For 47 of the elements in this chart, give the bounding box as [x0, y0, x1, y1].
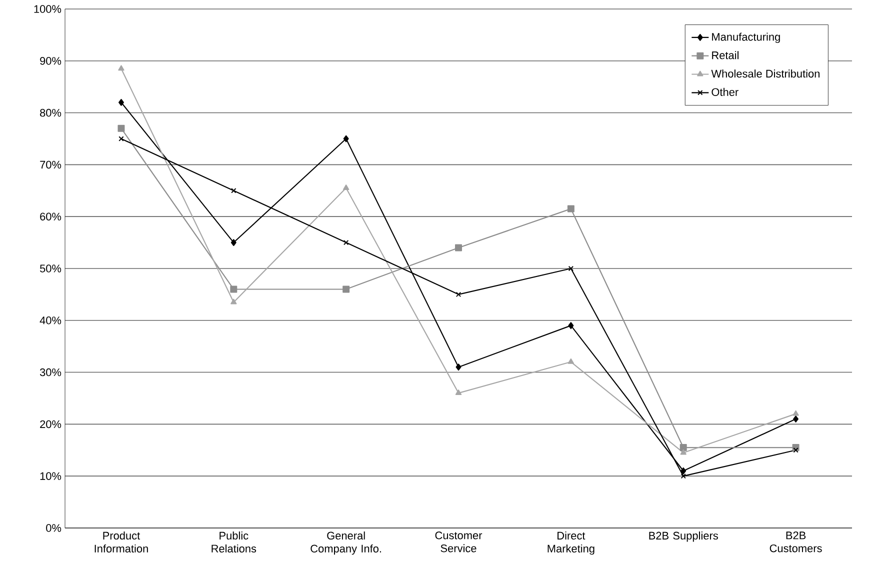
point [230, 298, 237, 304]
point [230, 286, 238, 293]
x-tick-label: General Company Info. [310, 532, 382, 555]
x-tick-label: Product Information [94, 532, 148, 553]
point [455, 244, 462, 252]
x-tick-label: B2B Customers [770, 532, 822, 552]
point [680, 444, 687, 452]
point [568, 322, 574, 330]
y-tick-label: 30% [40, 368, 62, 376]
y-tick-label: 10% [40, 472, 62, 480]
legend-label: Wholesale Distribution [711, 70, 820, 78]
y-tick-label: 100% [34, 5, 62, 13]
x-tick-label: B2B Suppliers [649, 532, 718, 542]
x-tick-label: Public Relations [212, 532, 256, 553]
point [680, 449, 686, 455]
point [343, 135, 349, 142]
legend-label: Retail [712, 51, 738, 60]
point [456, 364, 462, 371]
point [568, 358, 574, 364]
point [342, 184, 350, 190]
y-tick-label: 90% [40, 57, 62, 65]
point [680, 473, 686, 479]
point [568, 266, 574, 272]
y-tick-label: 70% [40, 160, 62, 169]
x-tick-label: Customer Service [435, 532, 482, 552]
y-tick-label: 20% [40, 420, 62, 428]
point [231, 188, 236, 194]
y-tick-label: 60% [40, 212, 62, 220]
y-tick-label: 40% [40, 316, 62, 324]
point [118, 98, 124, 106]
legend-label: Manufacturing [712, 32, 780, 43]
point [456, 292, 462, 298]
point [343, 240, 349, 246]
point [567, 205, 574, 212]
y-tick-label: 80% [40, 108, 62, 117]
point [118, 65, 124, 71]
y-tick-label: 50% [40, 264, 62, 272]
point [342, 286, 350, 293]
point [455, 390, 462, 396]
point [792, 410, 799, 416]
legend-label: Other [712, 88, 738, 96]
point [680, 467, 686, 474]
point [230, 239, 236, 246]
point [118, 124, 125, 132]
x-tick-label: Direct Marketing [548, 532, 594, 555]
point [793, 416, 799, 422]
y-tick-label: 0% [46, 524, 62, 532]
